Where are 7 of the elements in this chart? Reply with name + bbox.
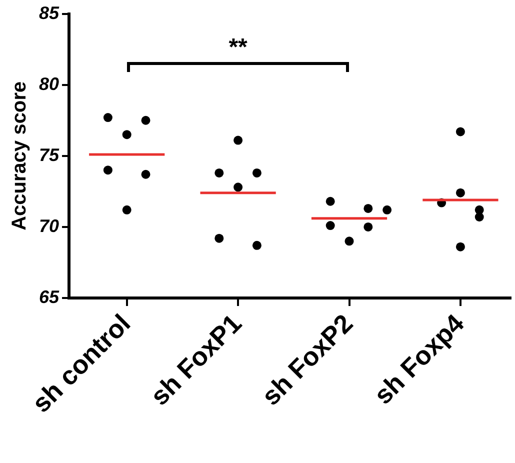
y-axis-title: Accuracy score <box>8 81 31 230</box>
y-tick-label: 85 <box>38 2 60 23</box>
y-tick-label: 75 <box>38 144 60 165</box>
y-tick-label: 80 <box>38 74 60 94</box>
annotation: ** <box>228 34 248 62</box>
y-tick-label: 65 <box>38 286 60 307</box>
y-tick-label: 70 <box>38 216 60 236</box>
